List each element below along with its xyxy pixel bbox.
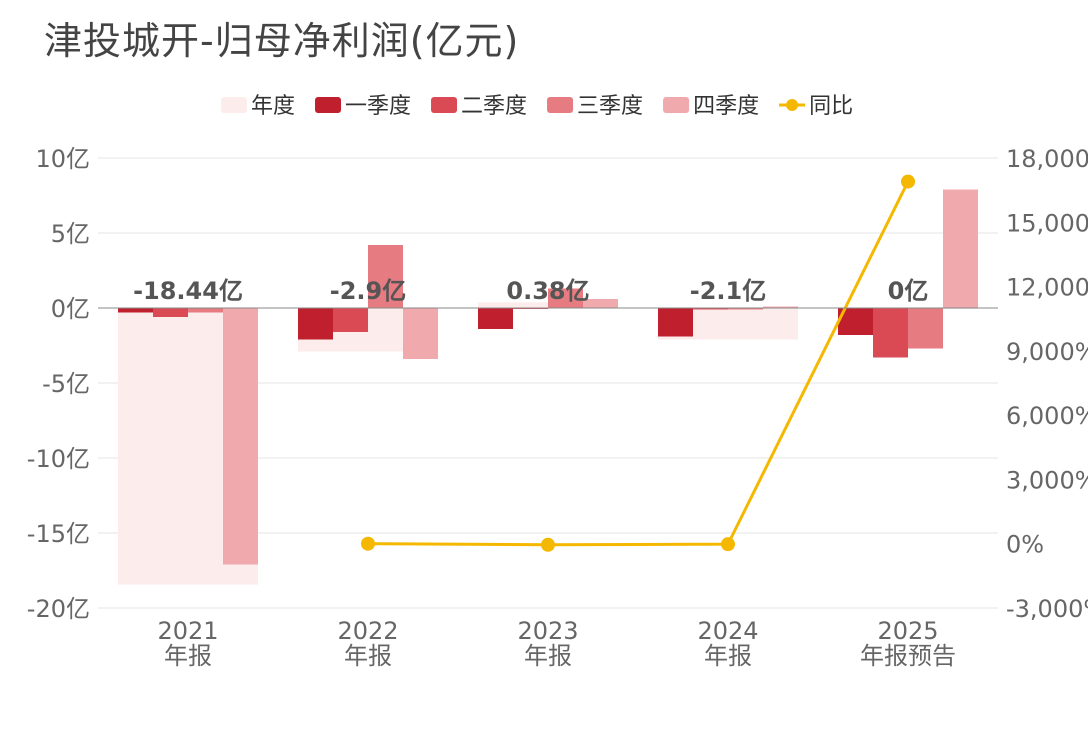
bar-3-quarter (548, 288, 583, 308)
y-tick-right: 18,000% (1006, 145, 1088, 173)
x-tick-period: 年报 (524, 642, 572, 670)
legend-label: 一季度 (345, 94, 411, 119)
bar-3-quarter (728, 308, 763, 310)
data-label: -2.9亿 (330, 277, 406, 305)
data-label: -2.1亿 (690, 277, 766, 305)
y-tick-right: -3,000% (1006, 595, 1088, 623)
bar-3-quarter (908, 308, 943, 349)
legend-label: 年度 (251, 94, 295, 119)
bar-1-quarter (478, 308, 513, 329)
legend-label: 四季度 (693, 94, 759, 119)
legend-label: 二季度 (461, 94, 527, 119)
y-tick-left: 5亿 (51, 220, 90, 248)
y-tick-right: 12,000% (1006, 274, 1088, 302)
data-label: -18.44亿 (133, 277, 243, 305)
data-label: 0.38亿 (506, 277, 589, 305)
bar-4-quarter (403, 308, 438, 359)
bar-4-quarter (763, 306, 798, 308)
x-tick-year: 2025 (877, 617, 938, 645)
legend-swatch (315, 97, 342, 113)
axes: 10亿 5亿 0亿 -5亿 -10亿 -15亿 -20亿 18,000% 15,000% 12,0… (27, 145, 1088, 670)
legend: 年度 一季度 二季度 三季度 四季度 同比 (221, 94, 853, 119)
x-tick-year: 2022 (337, 617, 398, 645)
x-tick-year: 2023 (517, 617, 578, 645)
x-tick-year: 2024 (697, 617, 758, 645)
x-tick-year: 2021 (157, 617, 218, 645)
bar-3-quarter (368, 245, 403, 308)
data-labels: -18.44亿 -2.9亿 0.38亿 -2.1亿 0亿 (133, 277, 928, 305)
yoy-point (901, 174, 915, 189)
bar-1-quarter (298, 308, 333, 340)
bar-2-quarter (333, 308, 368, 332)
x-tick-period: 年报 (164, 642, 212, 670)
y-tick-right: 6,000% (1006, 402, 1088, 430)
bars (118, 189, 978, 585)
chart-title: 津投城开-归母净利润(亿元) (44, 19, 520, 63)
y-tick-left: 10亿 (35, 145, 90, 173)
y-tick-left: -5亿 (42, 370, 90, 398)
legend-swatch (431, 97, 458, 113)
yoy-line (361, 174, 915, 552)
bar-4-quarter (583, 299, 618, 308)
yoy-point (361, 536, 375, 551)
bar-2-quarter (873, 308, 908, 358)
bar-4-quarter (223, 308, 258, 565)
legend-label: 三季度 (577, 94, 643, 119)
bar-4-quarter (943, 189, 978, 308)
x-tick-period: 年报 (704, 642, 752, 670)
bar-1-quarter (658, 308, 693, 337)
bar-2-quarter (693, 308, 728, 310)
y-tick-left: -20亿 (27, 595, 90, 623)
y-tick-right: 0% (1006, 531, 1044, 559)
yoy-point (541, 537, 555, 552)
bar-3-quarter (188, 308, 223, 313)
y-tick-left: 0亿 (51, 295, 90, 323)
y-tick-right: 3,000% (1006, 466, 1088, 494)
x-tick-period: 年报预告 (860, 642, 956, 670)
bar-2-quarter (153, 308, 188, 317)
data-label: 0亿 (888, 277, 929, 305)
bar-1-quarter (118, 308, 153, 313)
legend-label: 同比 (809, 94, 853, 119)
legend-swatch (221, 97, 247, 113)
legend-swatch (547, 97, 574, 113)
y-tick-left: -15亿 (27, 520, 90, 548)
legend-swatch (663, 97, 690, 113)
y-tick-right: 15,000% (1006, 209, 1088, 237)
yoy-line-path (367, 180, 910, 547)
legend-swatch-dot (786, 99, 799, 111)
y-tick-left: -10亿 (27, 445, 90, 473)
y-tick-right: 9,000% (1006, 338, 1088, 366)
x-tick-period: 年报 (344, 642, 392, 670)
yoy-point (721, 537, 735, 552)
